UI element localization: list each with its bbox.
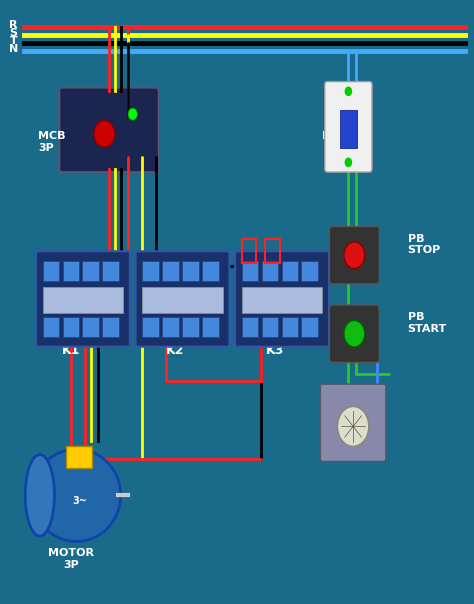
Bar — [282, 261, 298, 281]
FancyBboxPatch shape — [320, 384, 386, 461]
Bar — [162, 317, 179, 337]
Bar — [301, 261, 318, 281]
Bar — [66, 446, 92, 468]
FancyBboxPatch shape — [59, 88, 159, 172]
Circle shape — [344, 242, 365, 268]
Bar — [142, 317, 159, 337]
Bar — [43, 288, 123, 313]
FancyBboxPatch shape — [36, 251, 130, 347]
Text: K1: K1 — [62, 344, 80, 357]
Bar — [142, 261, 159, 281]
Bar — [265, 239, 280, 263]
Bar — [262, 317, 278, 337]
Circle shape — [128, 108, 137, 120]
FancyBboxPatch shape — [136, 251, 229, 347]
Circle shape — [94, 121, 115, 147]
Bar — [340, 110, 357, 148]
Bar — [142, 288, 223, 313]
Circle shape — [344, 320, 365, 347]
Bar — [242, 239, 256, 263]
Ellipse shape — [25, 454, 55, 536]
Bar — [262, 261, 278, 281]
Bar — [82, 261, 99, 281]
Text: R: R — [9, 21, 18, 30]
Bar — [43, 261, 59, 281]
Circle shape — [345, 86, 352, 96]
Circle shape — [337, 406, 369, 446]
FancyBboxPatch shape — [235, 251, 329, 347]
Text: MCB
1P: MCB 1P — [322, 131, 350, 153]
Text: MCB
3P: MCB 3P — [38, 131, 65, 153]
FancyBboxPatch shape — [325, 82, 372, 172]
Bar — [242, 261, 258, 281]
Text: PB
START: PB START — [408, 312, 447, 334]
Bar — [43, 317, 59, 337]
Bar — [63, 317, 79, 337]
Text: K2: K2 — [166, 344, 184, 357]
Text: MOTOR
3P: MOTOR 3P — [48, 548, 94, 570]
Text: S: S — [9, 28, 18, 38]
Bar — [202, 317, 219, 337]
Bar — [162, 261, 179, 281]
FancyBboxPatch shape — [329, 226, 379, 284]
Text: K3: K3 — [266, 344, 284, 357]
Circle shape — [345, 158, 352, 167]
Bar — [282, 317, 298, 337]
Text: PB
STOP: PB STOP — [408, 234, 441, 255]
Bar — [102, 261, 119, 281]
FancyBboxPatch shape — [329, 305, 379, 362]
Bar — [102, 317, 119, 337]
Bar — [242, 317, 258, 337]
Text: 3~: 3~ — [72, 496, 87, 506]
Bar — [301, 317, 318, 337]
Ellipse shape — [32, 449, 120, 541]
Bar — [182, 261, 199, 281]
Bar — [242, 288, 322, 313]
Bar — [82, 317, 99, 337]
Bar — [63, 261, 79, 281]
Text: N: N — [9, 44, 19, 54]
Bar — [202, 261, 219, 281]
Bar — [182, 317, 199, 337]
Text: T: T — [9, 36, 17, 46]
